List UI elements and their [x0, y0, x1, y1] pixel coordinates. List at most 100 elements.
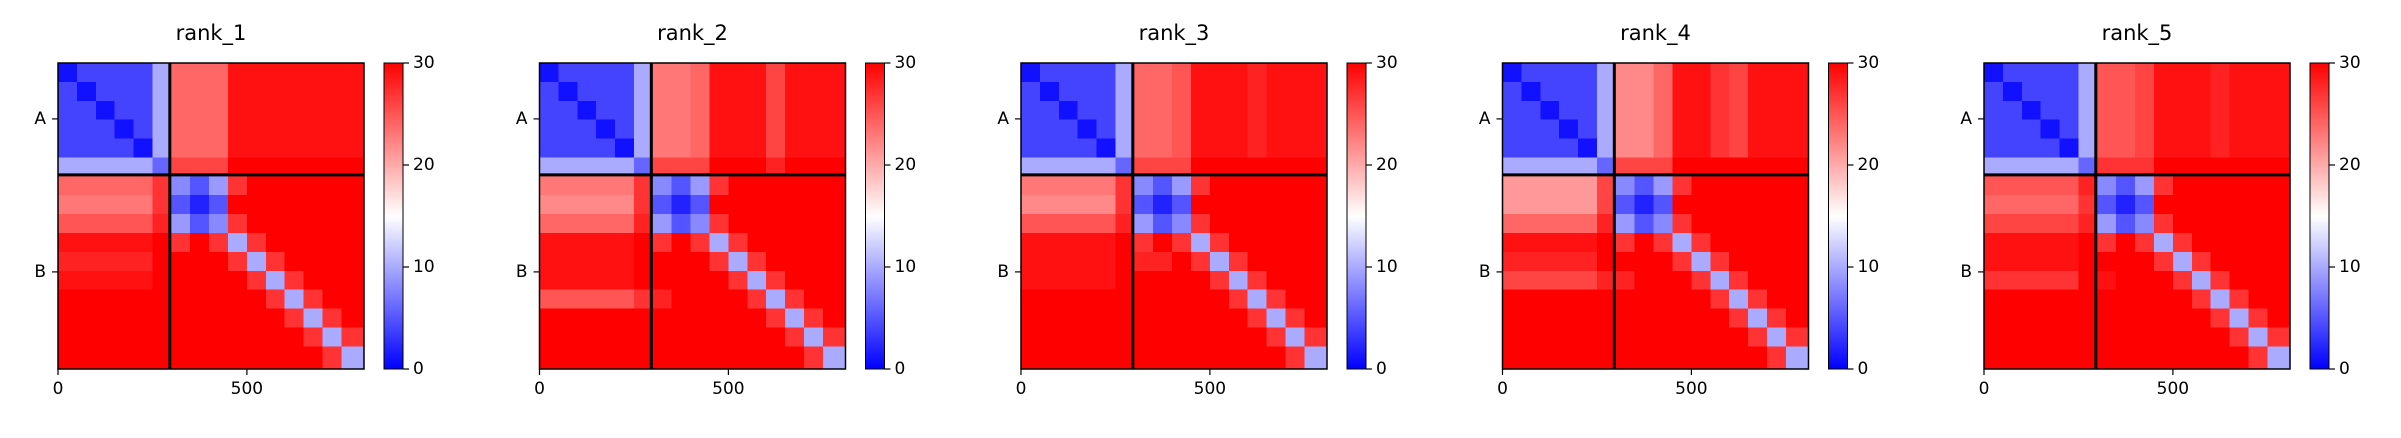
heatmap-cell [1039, 174, 1060, 196]
heatmap-cell [2267, 233, 2291, 253]
heatmap-cell [2229, 174, 2249, 196]
heatmap-cell [2095, 214, 2117, 234]
heatmap-cell [246, 346, 267, 370]
heatmap-cell [1672, 157, 1692, 176]
heatmap-cell [2095, 251, 2117, 272]
heatmap-cell [633, 233, 652, 253]
heatmap-cell [728, 63, 748, 83]
heatmap-cell [2116, 346, 2136, 370]
heatmap-cell [1132, 174, 1154, 196]
heatmap-cell [1748, 346, 1768, 370]
heatmap-cell [2095, 308, 2117, 328]
heatmap-cell [2002, 81, 2023, 102]
heatmap-cell [1614, 308, 1636, 328]
heatmap-cell [341, 308, 365, 328]
heatmap-cell [246, 289, 267, 310]
heatmap-cell [2191, 119, 2212, 140]
heatmap-cell [2154, 308, 2174, 328]
heatmap-cell [2059, 233, 2079, 253]
heatmap-cell [2210, 327, 2231, 347]
heatmap-cell [1058, 214, 1079, 234]
heatmap-cell [1748, 63, 1768, 83]
heatmap-cell [1785, 174, 1809, 196]
heatmap-cell [1710, 138, 1730, 158]
heatmap-cell [1096, 100, 1116, 121]
heatmap-cell [2002, 119, 2023, 140]
heatmap-cell [577, 100, 597, 121]
heatmap-cell [2191, 195, 2212, 215]
heatmap-cell [1614, 346, 1636, 370]
heatmap-cell [1115, 308, 1134, 328]
heatmap-cell [1502, 270, 1522, 291]
heatmap-cell [58, 195, 78, 215]
heatmap-cell [246, 308, 267, 328]
heatmap-cell [2135, 81, 2155, 102]
heatmap-cell [303, 214, 323, 234]
heatmap-cell [577, 308, 597, 328]
heatmap-cell [2095, 270, 2117, 291]
heatmap-cell [133, 81, 153, 102]
x-tick-label: 0 [1979, 379, 1990, 399]
heatmap-cell [671, 119, 692, 140]
heatmap-cell [1285, 233, 1305, 253]
heatmap-cell [322, 251, 342, 272]
heatmap-cell [169, 346, 191, 370]
heatmap-cell [1228, 289, 1249, 310]
heatmap-cell [1984, 81, 2004, 102]
heatmap-cell [1115, 81, 1134, 102]
heatmap-cell [284, 346, 305, 370]
heatmap-cell [1766, 100, 1787, 121]
heatmap-cell [2172, 270, 2193, 291]
heatmap-cell [1766, 81, 1787, 102]
heatmap-cell [1115, 174, 1134, 196]
heatmap-cell [2078, 100, 2097, 121]
heatmap-cell [2210, 195, 2231, 215]
heatmap-cell [284, 327, 305, 347]
heatmap-cell [169, 195, 191, 215]
heatmap-cell [1785, 63, 1809, 83]
heatmap-cell [1710, 63, 1730, 83]
heatmap-cell [2210, 214, 2231, 234]
heatmap-cell [169, 100, 191, 121]
heatmap-cell [1502, 289, 1522, 310]
heatmap-cell [1058, 81, 1079, 102]
heatmap-cell [2248, 174, 2268, 196]
heatmap-cell [1672, 100, 1692, 121]
heatmap-cell [190, 233, 210, 253]
heatmap-cell [1209, 251, 1230, 272]
heatmap-cell [114, 63, 135, 83]
heatmap-cell [1209, 327, 1230, 347]
heatmap-cell [1559, 100, 1579, 121]
heatmap-cell [728, 346, 748, 370]
heatmap-cell [1596, 63, 1615, 83]
heatmap-cell [1710, 289, 1730, 310]
heatmap-cell [114, 157, 135, 176]
heatmap-cell [2095, 174, 2117, 196]
heatmap-cell [1247, 100, 1268, 121]
heatmap-cell [2078, 119, 2097, 140]
heatmap-cell [2172, 327, 2193, 347]
heatmap-cell [1502, 81, 1522, 102]
heatmap-cell [1984, 327, 2004, 347]
heatmap-cell [228, 308, 248, 328]
plot-frame [1983, 62, 2291, 370]
heatmap-cell [1691, 138, 1711, 158]
heatmap-cell [1672, 195, 1692, 215]
heatmap-cell [1540, 233, 1560, 253]
heatmap-cell [228, 81, 248, 102]
heatmap-cell [190, 195, 210, 215]
heatmap-cell [2116, 63, 2136, 83]
heatmap-cell [633, 289, 652, 310]
heatmap-cell [2154, 327, 2174, 347]
heatmap-cell [246, 233, 267, 253]
heatmap-cell [1653, 81, 1673, 102]
heatmap-cell [1132, 214, 1154, 234]
heatmap-cell [577, 251, 597, 272]
heatmap-cell [651, 233, 673, 253]
heatmap-cell [1785, 270, 1809, 291]
heatmap-cell [633, 195, 652, 215]
heatmap-cell [322, 174, 342, 196]
heatmap-cell [2059, 195, 2079, 215]
heatmap-cell [58, 308, 78, 328]
heatmap-cell [95, 270, 116, 291]
